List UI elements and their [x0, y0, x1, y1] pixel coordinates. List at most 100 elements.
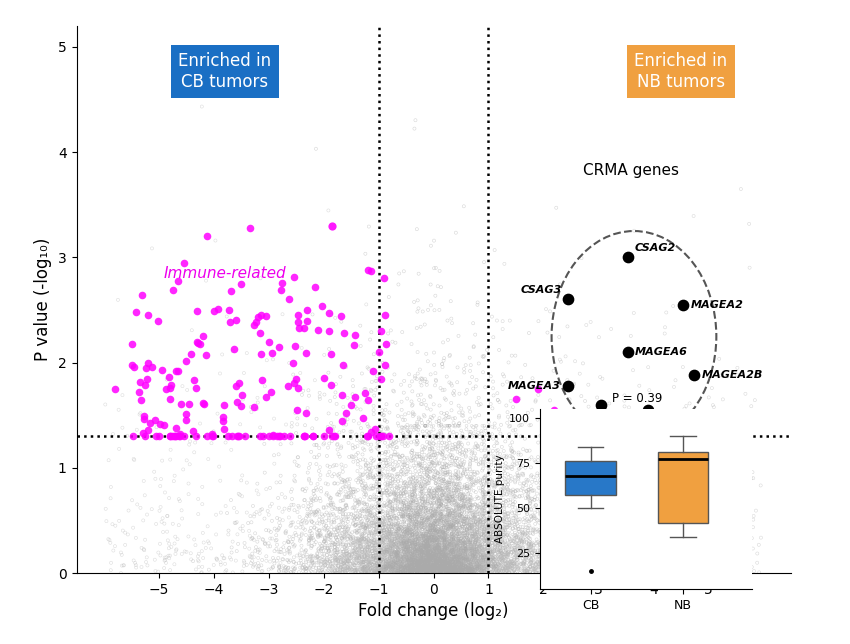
Point [412, 506, 426, 516]
Point [367, 455, 381, 465]
Point [394, 504, 408, 514]
Point [451, 564, 465, 574]
Point [383, 464, 397, 474]
Point [537, 465, 551, 475]
Point [191, 551, 205, 562]
Point [451, 545, 465, 556]
Point [441, 477, 455, 488]
Point [446, 560, 460, 570]
Point [419, 421, 433, 431]
PathPatch shape [565, 461, 616, 495]
Point [356, 522, 370, 532]
Point [477, 512, 490, 522]
Point [462, 567, 475, 578]
Point [530, 506, 544, 516]
Point [467, 486, 480, 496]
Point [461, 554, 474, 565]
Point [450, 554, 464, 565]
Point [377, 522, 390, 532]
Point [461, 540, 474, 550]
Point [471, 528, 484, 538]
Point [444, 539, 457, 549]
Point [347, 457, 360, 467]
Point [422, 540, 436, 550]
Point [405, 554, 419, 565]
Point [353, 549, 366, 559]
Point [214, 507, 228, 518]
Point [651, 471, 665, 481]
Point [320, 567, 334, 577]
Point [415, 518, 428, 528]
Point [455, 536, 468, 547]
Point [434, 509, 448, 520]
Point [373, 567, 387, 578]
Point [491, 455, 505, 465]
Point [441, 547, 455, 558]
Point [419, 536, 433, 547]
Point [474, 556, 488, 567]
Point [353, 521, 366, 531]
Point [476, 551, 490, 562]
Point [483, 534, 496, 544]
Point [361, 471, 375, 481]
Point [501, 509, 514, 519]
Point [337, 565, 350, 575]
Point [358, 528, 371, 538]
Point [258, 539, 272, 549]
Point [523, 562, 536, 572]
Point [420, 539, 434, 549]
Point [450, 508, 463, 518]
Point [292, 502, 306, 513]
Point [418, 547, 432, 557]
Point [490, 534, 504, 544]
Point [300, 564, 314, 574]
Point [405, 554, 419, 565]
Point [397, 558, 411, 569]
Point [508, 502, 522, 513]
Point [649, 480, 663, 490]
Point [515, 536, 529, 546]
Point [447, 390, 461, 400]
Point [470, 534, 484, 544]
Point [195, 567, 208, 578]
Point [533, 478, 547, 488]
Point [343, 553, 357, 564]
Point [484, 545, 497, 556]
Point [472, 358, 485, 368]
Point [474, 560, 488, 570]
Point [388, 565, 401, 576]
Point [396, 557, 410, 567]
Point [365, 466, 378, 477]
Point [405, 533, 419, 543]
Point [446, 491, 460, 501]
Point [437, 545, 451, 555]
Point [460, 524, 473, 535]
Point [424, 369, 438, 379]
Point [438, 462, 451, 472]
Point [419, 549, 433, 560]
Point [337, 558, 351, 569]
Point [466, 445, 479, 455]
Point [564, 483, 577, 493]
Point [677, 511, 691, 522]
Point [405, 514, 419, 524]
Point [459, 502, 473, 513]
Point [326, 499, 340, 509]
Point [502, 555, 515, 565]
Point [746, 522, 760, 533]
Point [373, 507, 387, 518]
Point [527, 557, 541, 567]
Point [404, 501, 417, 511]
Point [471, 565, 484, 575]
Point [383, 481, 397, 491]
Point [450, 559, 463, 569]
Point [99, 504, 112, 514]
Point [138, 431, 151, 442]
Point [748, 395, 762, 405]
Point [395, 531, 409, 541]
Point [357, 551, 371, 562]
Point [259, 525, 273, 535]
Point [339, 565, 353, 576]
Point [416, 500, 429, 511]
Point [450, 537, 464, 547]
